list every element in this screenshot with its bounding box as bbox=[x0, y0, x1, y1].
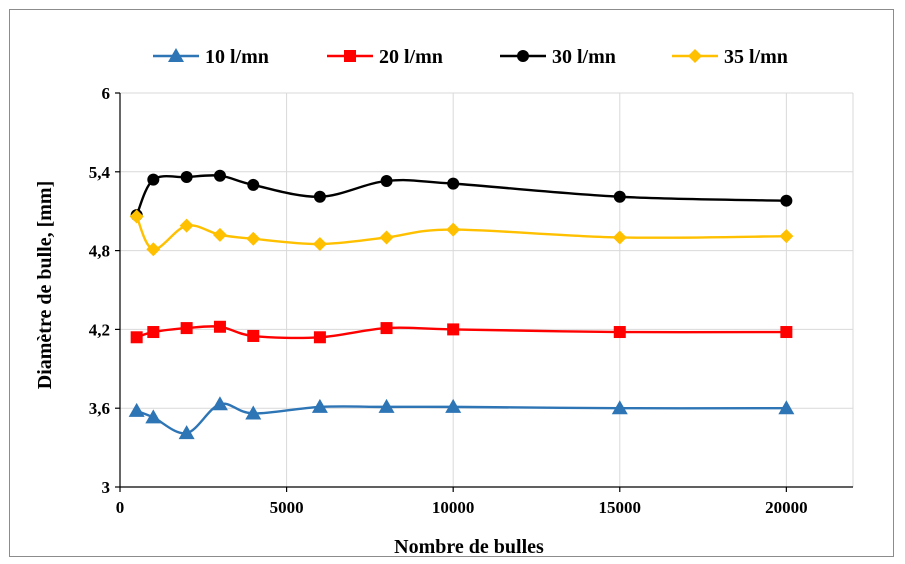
series-line bbox=[136, 325, 787, 340]
data-point bbox=[380, 174, 393, 187]
series-35-l-mn bbox=[129, 209, 794, 257]
legend-item-30-l-mn: 30 l/mn bbox=[500, 46, 616, 68]
x-tick-label: 5000 bbox=[270, 498, 304, 517]
legend-item-20-l-mn: 20 l/mn bbox=[327, 46, 443, 68]
y-tick-label: 5,4 bbox=[89, 163, 111, 182]
data-point bbox=[179, 218, 194, 233]
x-tick-label: 0 bbox=[116, 498, 125, 517]
series-10-l-mn bbox=[128, 396, 795, 440]
y-tick-label: 3 bbox=[102, 478, 111, 497]
axes bbox=[115, 92, 853, 492]
data-point bbox=[246, 231, 261, 246]
data-point bbox=[180, 171, 193, 184]
series-30-l-mn bbox=[130, 169, 793, 222]
legend-marker bbox=[517, 50, 529, 62]
data-point bbox=[311, 398, 328, 413]
y-axis-title: Diamètre de bulle, [mm] bbox=[34, 181, 56, 389]
data-point bbox=[313, 331, 326, 344]
data-point bbox=[147, 173, 160, 186]
data-point bbox=[611, 400, 628, 415]
data-point bbox=[213, 169, 226, 182]
series-line bbox=[135, 174, 787, 216]
legend-label: 20 l/mn bbox=[379, 46, 443, 68]
y-tick-label: 4,8 bbox=[89, 242, 110, 261]
data-point bbox=[779, 229, 794, 244]
series-line bbox=[136, 402, 787, 435]
data-point bbox=[213, 320, 226, 333]
legend-item-35-l-mn: 35 l/mn bbox=[672, 46, 788, 68]
data-point bbox=[780, 194, 793, 207]
data-point bbox=[445, 398, 462, 413]
data-point bbox=[147, 326, 160, 339]
series-layer bbox=[128, 169, 795, 440]
data-point bbox=[180, 322, 193, 335]
series-20-l-mn bbox=[130, 320, 793, 344]
grid-lines bbox=[120, 92, 854, 487]
data-point bbox=[146, 242, 161, 257]
data-point bbox=[778, 400, 795, 415]
legend: 10 l/mn 20 l/mn 30 l/mn 35 l/mn bbox=[153, 46, 788, 68]
legend-label: 10 l/mn bbox=[205, 46, 269, 68]
x-axis-title: Nombre de bulles bbox=[394, 536, 544, 558]
data-point bbox=[379, 230, 394, 245]
y-tick-label: 4,2 bbox=[89, 320, 110, 339]
data-point bbox=[130, 331, 143, 344]
data-point bbox=[212, 227, 227, 242]
data-point bbox=[247, 329, 260, 342]
data-point bbox=[447, 323, 460, 336]
data-point bbox=[178, 425, 195, 440]
legend-label: 35 l/mn bbox=[724, 46, 788, 68]
data-point bbox=[211, 396, 228, 411]
data-point bbox=[247, 178, 260, 191]
data-point bbox=[613, 326, 626, 339]
data-point bbox=[245, 405, 262, 420]
x-tick-label: 20000 bbox=[765, 498, 808, 517]
data-point bbox=[129, 209, 144, 224]
legend-item-10-l-mn: 10 l/mn bbox=[153, 46, 269, 68]
data-point bbox=[145, 409, 162, 424]
chart-frame bbox=[9, 9, 894, 557]
data-point bbox=[128, 402, 145, 417]
data-point bbox=[447, 177, 460, 190]
data-point bbox=[612, 230, 627, 245]
data-point bbox=[378, 398, 395, 413]
data-point bbox=[312, 237, 327, 252]
y-tick-labels: 3 3,6 4,2 4,8 5,4 6 bbox=[89, 84, 111, 497]
legend-marker bbox=[168, 48, 184, 62]
data-point bbox=[613, 190, 626, 203]
legend-marker bbox=[344, 50, 356, 62]
x-tick-labels: 0 5000 10000 15000 20000 bbox=[116, 498, 808, 517]
data-point bbox=[313, 190, 326, 203]
x-tick-label: 15000 bbox=[599, 498, 642, 517]
y-tick-label: 3,6 bbox=[89, 399, 110, 418]
legend-marker bbox=[688, 49, 702, 63]
x-tick-label: 10000 bbox=[432, 498, 475, 517]
y-tick-label: 6 bbox=[102, 84, 111, 103]
data-point bbox=[780, 326, 793, 339]
series-line bbox=[135, 215, 787, 251]
data-point bbox=[380, 322, 393, 335]
data-point bbox=[446, 222, 461, 237]
legend-label: 30 l/mn bbox=[552, 46, 616, 68]
